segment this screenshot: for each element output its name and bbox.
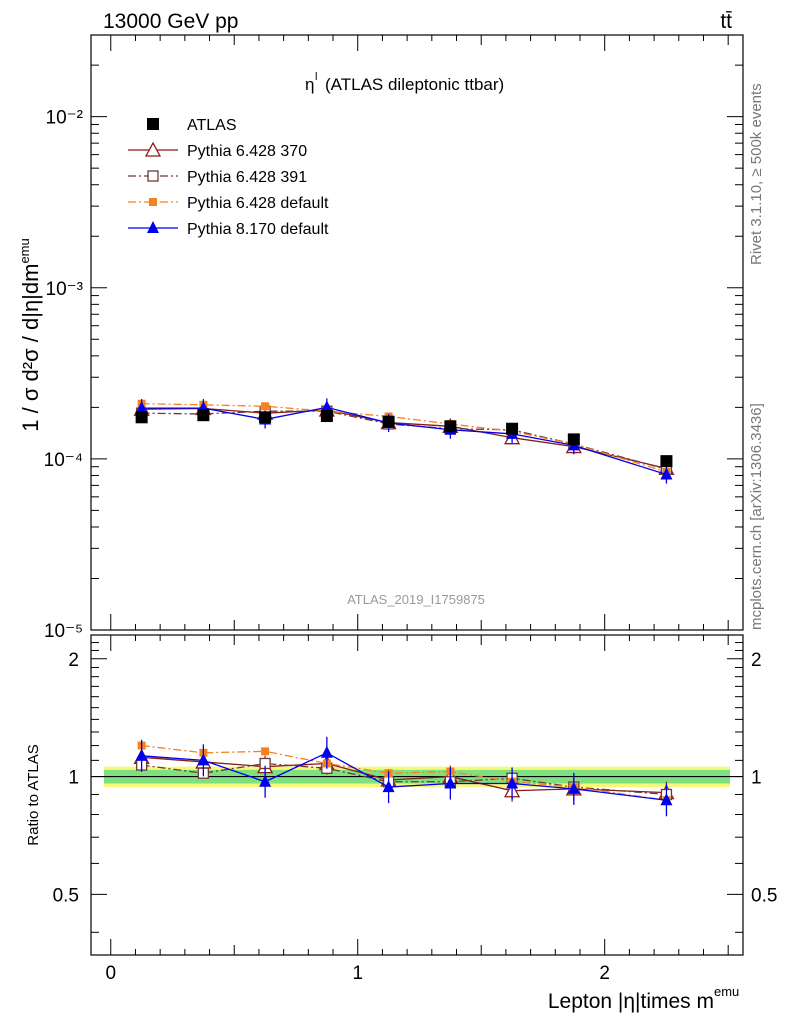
ratio-plot-frame — [90, 634, 744, 956]
plot-title-text: (ATLAS dileptonic ttbar) — [325, 75, 504, 94]
y-tick-label: 10⁻³ — [46, 279, 84, 300]
legend-marker — [147, 170, 159, 182]
ratio-y-tick-label: 1 — [68, 768, 79, 789]
legend-label: Pythia 6.428 default — [187, 195, 329, 212]
ratio-y-axis-label: Ratio to ATLAS — [25, 744, 42, 845]
data-point — [197, 409, 210, 422]
data-point — [259, 411, 272, 424]
x-tick-label: 2 — [599, 963, 610, 984]
ratio-series-line — [141, 744, 667, 801]
y-tick-label: 10⁻² — [46, 108, 84, 129]
main-plot-frame — [90, 34, 744, 631]
ratio-uncertainty-band — [91, 766, 743, 788]
legend-marker — [147, 118, 159, 130]
ratio-data-point — [506, 776, 519, 789]
ratio-data-point — [261, 747, 270, 756]
ratio-data-point — [660, 793, 673, 806]
legend-label: Pythia 8.170 default — [187, 221, 329, 238]
energy-label: 13000 GeV pp — [103, 10, 238, 33]
x-tick-label: 0 — [105, 963, 116, 984]
ratio-data-point — [382, 780, 395, 793]
x-axis-label: Lepton |η|times m emu — [548, 984, 739, 1013]
series-line — [141, 403, 667, 473]
ratio-y-tick-label: 2 — [68, 650, 79, 671]
series-line — [141, 407, 667, 470]
data-point — [135, 411, 148, 424]
legend-marker — [147, 221, 159, 233]
series-pythia-6-428-370 — [133, 400, 675, 476]
data-point — [320, 410, 333, 423]
plot-title: η l (ATLAS dileptonic ttbar) — [305, 71, 504, 94]
data-point — [261, 402, 270, 411]
svg-text:Ratio to ATLAS: Ratio to ATLAS — [25, 744, 42, 845]
svg-text:emu: emu — [714, 984, 739, 999]
legend-entry: Pythia 8.170 default — [128, 221, 329, 238]
data-point — [444, 420, 457, 433]
plot-title-superscript: l — [315, 71, 317, 83]
legend-marker — [149, 198, 157, 206]
ratio-axes: 0.5 0.5 1 1 2 2 0 1 2 — [53, 635, 777, 984]
mcplots-label-group: mcplots.cern.ch [arXiv:1306.3436] — [748, 403, 765, 630]
ratio-data-point — [197, 753, 210, 766]
data-point — [382, 415, 395, 428]
analysis-watermark: ATLAS_2019_I1759875 — [347, 592, 485, 607]
ratio-data-point — [259, 774, 272, 787]
data-point — [320, 400, 333, 413]
data-point — [660, 455, 673, 468]
series-atlas — [135, 409, 673, 468]
plot-title-eta: η — [305, 75, 314, 94]
legend-entry: Pythia 6.428 370 — [128, 141, 307, 160]
main-axes: 10⁻⁵ 10⁻⁴ 10⁻³ 10⁻² — [44, 34, 743, 642]
ratio-y-tick-label-right: 0.5 — [751, 885, 777, 906]
y-tick-label: 10⁻⁵ — [44, 621, 83, 642]
ratio-data-point — [135, 748, 148, 761]
legend-marker — [144, 141, 162, 157]
legend-label: Pythia 6.428 391 — [187, 169, 307, 186]
series-line — [141, 410, 667, 470]
rivet-label: Rivet 3.1.10, ≥ 500k events — [748, 83, 765, 265]
legend-entry: ATLAS — [147, 117, 237, 134]
legend-label: Pythia 6.428 370 — [187, 143, 307, 160]
data-point — [506, 422, 519, 435]
data-point — [660, 467, 673, 480]
series-pythia-6-428-391 — [135, 405, 673, 475]
svg-text:Lepton |η|times m: Lepton |η|times m — [548, 990, 714, 1013]
ratio-data-point — [444, 776, 457, 789]
ratio-y-tick-label-right: 2 — [751, 650, 762, 671]
ratio-y-tick-label: 0.5 — [53, 885, 79, 906]
series-line — [141, 406, 667, 476]
data-point — [567, 433, 580, 446]
rivet-label-group: Rivet 3.1.10, ≥ 500k events — [748, 83, 765, 265]
mcplots-label: mcplots.cern.ch [arXiv:1306.3436] — [748, 403, 765, 630]
series-pythia-8-170-default — [135, 398, 673, 484]
ratio-series-layer — [133, 736, 675, 817]
ratio-y-tick-label-right: 1 — [751, 768, 762, 789]
ratio-series-line — [141, 762, 667, 796]
legend-label: ATLAS — [187, 117, 237, 134]
ratio-series-pythia-8-170-default — [135, 736, 673, 817]
svg-text:1 / σ d²σ / d|η|dmemu: 1 / σ d²σ / d|η|dmemu — [17, 238, 43, 432]
main-series-layer — [133, 398, 675, 484]
legend: ATLAS Pythia 6.428 370 Pythia 6.428 391 Pyt… — [128, 117, 329, 238]
y-tick-label: 10⁻⁴ — [44, 450, 83, 471]
process-label: tt̄ — [720, 10, 732, 33]
legend-entry: Pythia 6.428 default — [128, 195, 329, 212]
ratio-data-point — [320, 745, 333, 758]
legend-entry: Pythia 6.428 391 — [128, 169, 307, 186]
y-axis-label: 1 / σ d²σ / d|η|dmemu — [17, 238, 43, 432]
x-tick-label: 1 — [352, 963, 363, 984]
data-point — [135, 401, 148, 414]
ratio-data-point — [567, 781, 580, 794]
